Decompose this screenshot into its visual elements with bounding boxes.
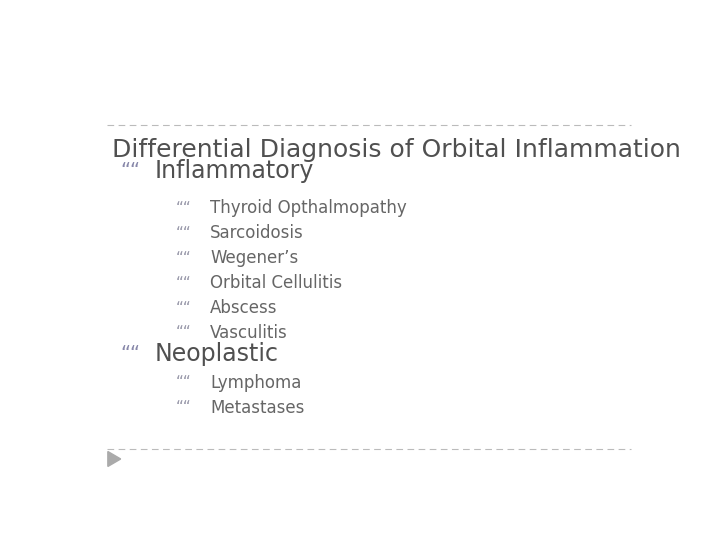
Text: Vasculitis: Vasculitis: [210, 324, 288, 342]
Text: ““: ““: [176, 375, 192, 390]
Text: Neoplastic: Neoplastic: [154, 342, 278, 366]
Text: Differential Diagnosis of Orbital Inflammation: Differential Diagnosis of Orbital Inflam…: [112, 138, 681, 162]
Polygon shape: [108, 451, 121, 467]
Text: Inflammatory: Inflammatory: [154, 159, 313, 183]
Text: ““: ““: [120, 161, 140, 180]
Text: ““: ““: [120, 345, 140, 363]
Text: ““: ““: [176, 201, 192, 216]
Text: Wegener’s: Wegener’s: [210, 249, 298, 267]
Text: Lymphoma: Lymphoma: [210, 374, 302, 392]
Text: Thyroid Opthalmopathy: Thyroid Opthalmopathy: [210, 199, 407, 217]
Text: ““: ““: [176, 226, 192, 241]
Text: ““: ““: [176, 301, 192, 315]
Text: Metastases: Metastases: [210, 399, 305, 417]
Text: Sarcoidosis: Sarcoidosis: [210, 224, 304, 242]
Text: ““: ““: [176, 400, 192, 415]
Text: ““: ““: [176, 326, 192, 341]
Text: ““: ““: [176, 275, 192, 291]
Text: ““: ““: [176, 251, 192, 266]
Text: Abscess: Abscess: [210, 299, 277, 317]
Text: Orbital Cellulitis: Orbital Cellulitis: [210, 274, 342, 292]
